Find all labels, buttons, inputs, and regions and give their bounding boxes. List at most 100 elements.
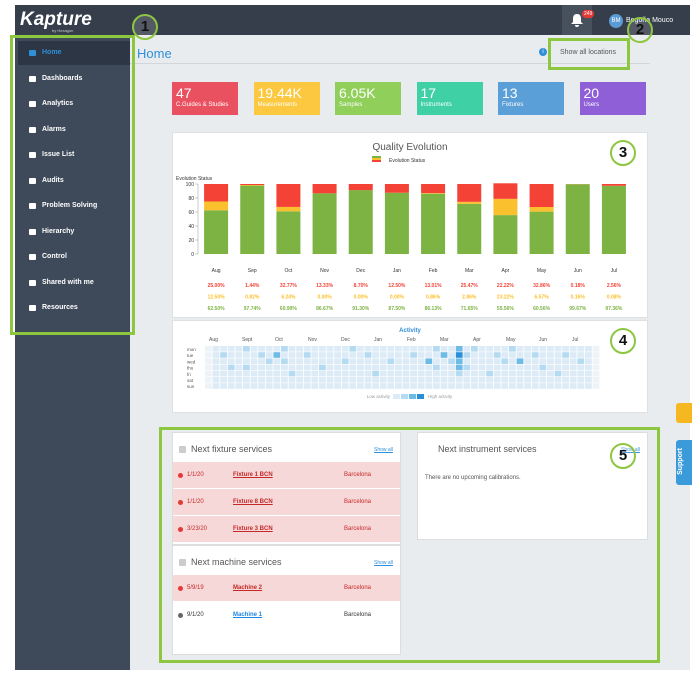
heat-cell [334, 377, 341, 383]
annotation-marker: 4 [610, 328, 636, 354]
heat-cell [531, 346, 539, 352]
heat-cell [486, 370, 493, 377]
heat-cell [463, 346, 471, 352]
heat-cell [319, 377, 326, 383]
heat-cell [562, 346, 569, 352]
heat-cell [501, 346, 509, 352]
value-label: 97.36% [605, 306, 623, 312]
heat-cell [235, 364, 243, 371]
heat-cell [554, 346, 562, 352]
heat-cell [539, 383, 547, 389]
heat-cell [326, 364, 334, 371]
heat-cell [524, 358, 531, 364]
heat-cell [319, 383, 326, 389]
heat-cell [425, 383, 433, 389]
nav-item[interactable]: Issue List [42, 151, 75, 158]
value-label: 6.24% [281, 295, 296, 301]
nav-item[interactable]: Control [42, 253, 67, 260]
heat-cell [547, 383, 554, 389]
value-label: 60.56% [533, 306, 551, 312]
heat-cell [531, 383, 539, 389]
heat-cell [410, 358, 417, 364]
day-label: sun [187, 384, 195, 389]
heat-cell [311, 358, 319, 364]
month-label: Feb [407, 337, 416, 343]
bar-segment [276, 184, 301, 207]
panel-title: Next machine services [191, 557, 282, 567]
nav-item[interactable]: Alarms [42, 125, 66, 133]
heat-cell [326, 352, 334, 358]
nav-item[interactable]: Audits [42, 176, 64, 184]
y-tick-label: 20 [188, 238, 194, 244]
show-all-link[interactable]: Show all [374, 447, 393, 453]
heat-cell [235, 370, 243, 377]
heat-cell [235, 352, 243, 358]
heat-cell [455, 358, 463, 364]
kpi-tile[interactable] [579, 82, 646, 115]
service-name[interactable]: Fixture 8 BCN [233, 499, 273, 505]
nav-item[interactable]: Analytics [42, 100, 74, 107]
heat-cell [273, 352, 281, 358]
heat-cell [440, 352, 448, 358]
nav-item[interactable]: Home [42, 49, 62, 56]
nav-icon [29, 152, 36, 158]
heat-cell [471, 370, 478, 377]
heat-cell [265, 358, 273, 364]
heat-cell [569, 377, 577, 383]
legend-swatch [372, 160, 381, 162]
heat-cell [311, 352, 319, 358]
bar-segment [384, 192, 409, 254]
bar-segment [348, 190, 373, 254]
heat-cell [562, 358, 569, 364]
heat-cell [486, 383, 493, 389]
heat-cell [455, 383, 463, 389]
heat-cell [425, 352, 433, 358]
nav-item[interactable]: Shared with me [42, 278, 94, 286]
month-label: Apr [473, 337, 481, 343]
nav-item[interactable]: Problem Solving [42, 202, 98, 209]
month-label: May [506, 337, 516, 343]
service-name[interactable]: Fixture 1 BCN [233, 472, 273, 478]
heat-cell [455, 346, 463, 352]
x-tick-label: Jul [611, 268, 617, 274]
x-tick-label: Mar [465, 268, 474, 274]
value-label: 13.33% [316, 283, 334, 289]
heat-cell [349, 370, 357, 377]
heat-cell [410, 364, 417, 371]
kpi-tile[interactable] [335, 82, 401, 115]
heat-cell [509, 364, 516, 371]
service-name[interactable]: Machine 2 [233, 585, 263, 591]
kpi-tile[interactable] [416, 82, 483, 115]
nav-item[interactable]: Dashboards [42, 74, 83, 82]
heat-cell [562, 383, 569, 389]
heat-cell [319, 370, 326, 377]
heat-cell [220, 383, 227, 389]
kpi-tile[interactable] [172, 82, 238, 115]
heat-cell [258, 370, 265, 377]
heat-cell [493, 370, 501, 377]
service-location: Barcelona [344, 585, 372, 591]
kpi-tile[interactable] [253, 82, 320, 115]
day-label: thu [187, 366, 194, 371]
service-name[interactable]: Machine 1 [233, 612, 263, 618]
value-label: 97.74% [244, 306, 262, 312]
heat-cell [288, 358, 296, 364]
feedback-button[interactable] [676, 403, 692, 423]
nav-item[interactable]: Resources [42, 304, 78, 311]
heat-cell [539, 352, 547, 358]
service-name[interactable]: Fixture 3 BCN [233, 526, 273, 532]
nav-item[interactable]: Hierarchy [42, 227, 75, 235]
heat-cell [364, 370, 372, 377]
bar-segment [601, 184, 626, 186]
heat-cell [243, 383, 250, 389]
kpi-tile[interactable] [498, 82, 564, 115]
heat-cell [585, 370, 592, 377]
heat-cell [303, 377, 311, 383]
heat-cell [227, 346, 235, 352]
value-label: 25.00% [208, 283, 226, 289]
support-tab[interactable] [676, 440, 692, 485]
heat-cell [402, 352, 410, 358]
location-filter[interactable]: Show all locations [560, 49, 617, 56]
show-all-link[interactable]: Show all [374, 560, 393, 566]
heat-cell [220, 346, 227, 352]
